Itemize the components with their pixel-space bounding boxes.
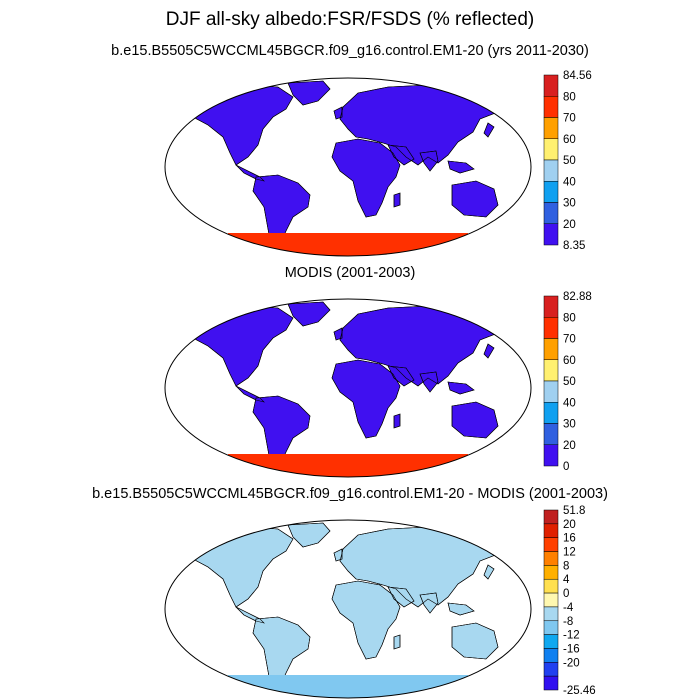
colorbar-tick-label: -12: [563, 630, 580, 642]
colorbar-tick-label: 40: [563, 397, 576, 409]
colorbar-1: 84.56 80 70 60 50 40 30 20 8.35: [543, 70, 592, 252]
antarctica: [228, 675, 468, 698]
colorbar-tick-label: -16: [563, 643, 580, 655]
colorbar-swatch: [543, 338, 559, 360]
colorbar-swatch: [543, 551, 559, 566]
colorbar-swatch: [543, 223, 559, 246]
colorbar-swatch: [543, 202, 559, 224]
colorbar-swatch: [543, 634, 559, 649]
colorbar-tick-label: 16: [563, 533, 576, 545]
colorbar-tick-label: 8: [563, 560, 569, 572]
colorbar-2: 82.88 80 70 60 50 40 30 20 0: [543, 291, 592, 473]
colorbar-tick-label: 60: [563, 355, 576, 367]
colorbar-min-label: 0: [563, 461, 569, 473]
map-border: [164, 519, 532, 699]
colorbar-tick-label: 80: [563, 312, 576, 324]
colorbar-swatch: [543, 74, 559, 97]
map-border: [164, 298, 532, 478]
colorbar-swatch: [543, 380, 559, 403]
colorbar-tick-label: 20: [563, 219, 576, 231]
colorbar-swatch: [543, 295, 559, 318]
colorbar-swatch: [543, 117, 559, 139]
colorbar-swatch: [543, 423, 559, 445]
colorbar-tick-label: 50: [563, 155, 576, 167]
colorbar-swatch: [543, 648, 559, 663]
colorbar-tick-label: 40: [563, 176, 576, 188]
colorbar-tick-label: 50: [563, 376, 576, 388]
panel-3-title: b.e15.B5505C5WCCML45BGCR.f09_g16.control…: [92, 486, 608, 502]
colorbar-swatch: [543, 181, 559, 203]
colorbar-max-label: 84.56: [563, 70, 592, 82]
colorbar-tick-label: -4: [563, 602, 574, 614]
map-panel-1: [164, 77, 532, 257]
colorbar-tick-label: 70: [563, 334, 576, 346]
colorbar-tick-label: 80: [563, 91, 576, 103]
antarctica: [228, 233, 468, 256]
colorbar-tick-label: 0: [563, 588, 569, 600]
colorbar-swatch: [543, 96, 559, 118]
colorbar-swatch: [543, 138, 559, 161]
colorbar-tick-label: 12: [563, 547, 576, 559]
colorbar-tick-label: 30: [563, 198, 576, 210]
colorbar-swatch: [543, 509, 559, 525]
colorbar-min-label: -25.46: [563, 685, 596, 697]
colorbar-tick-label: 60: [563, 134, 576, 146]
colorbar-max-label: 82.88: [563, 291, 592, 303]
colorbar-swatch: [543, 537, 559, 552]
colorbar-swatch: [543, 675, 559, 691]
colorbar-max-label: 51.8: [563, 505, 585, 517]
colorbar-tick-label: -8: [563, 616, 573, 628]
colorbar-tick-label: 20: [563, 440, 576, 452]
colorbar-swatch: [543, 606, 559, 622]
colorbar-swatch: [543, 662, 559, 677]
colorbar-swatch: [543, 444, 559, 467]
colorbar-tick-label: -20: [563, 657, 580, 669]
colorbar-min-label: 8.35: [563, 240, 585, 252]
colorbar-3: 51.8 20 16 128 4 0 -4 -8 -12-16 -20 -25.46: [543, 505, 596, 697]
colorbar-tick-label: 30: [563, 419, 576, 431]
map-panel-2: [164, 298, 532, 478]
colorbar-tick-label: 20: [563, 519, 576, 531]
colorbar-swatch: [543, 317, 559, 339]
panel-1-title: b.e15.B5505C5WCCML45BGCR.f09_g16.control…: [111, 43, 589, 59]
colorbar-tick-label: 70: [563, 113, 576, 125]
colorbar-tick-label: 4: [563, 574, 570, 586]
panel-2-title: MODIS (2001-2003): [284, 265, 416, 281]
colorbar-swatch: [543, 159, 559, 182]
map-border: [164, 77, 532, 257]
colorbar-swatch: [543, 402, 559, 424]
colorbar-swatch: [543, 578, 559, 594]
colorbar-swatch: [543, 592, 559, 608]
colorbar-swatch: [543, 565, 559, 580]
map-panel-3: [164, 519, 532, 699]
colorbar-swatch: [543, 359, 559, 382]
figure-title: DJF all-sky albedo:FSR/FSDS (% reflected…: [165, 9, 535, 30]
colorbar-swatch: [543, 523, 559, 538]
antarctica: [228, 454, 468, 477]
colorbar-swatch: [543, 620, 559, 635]
